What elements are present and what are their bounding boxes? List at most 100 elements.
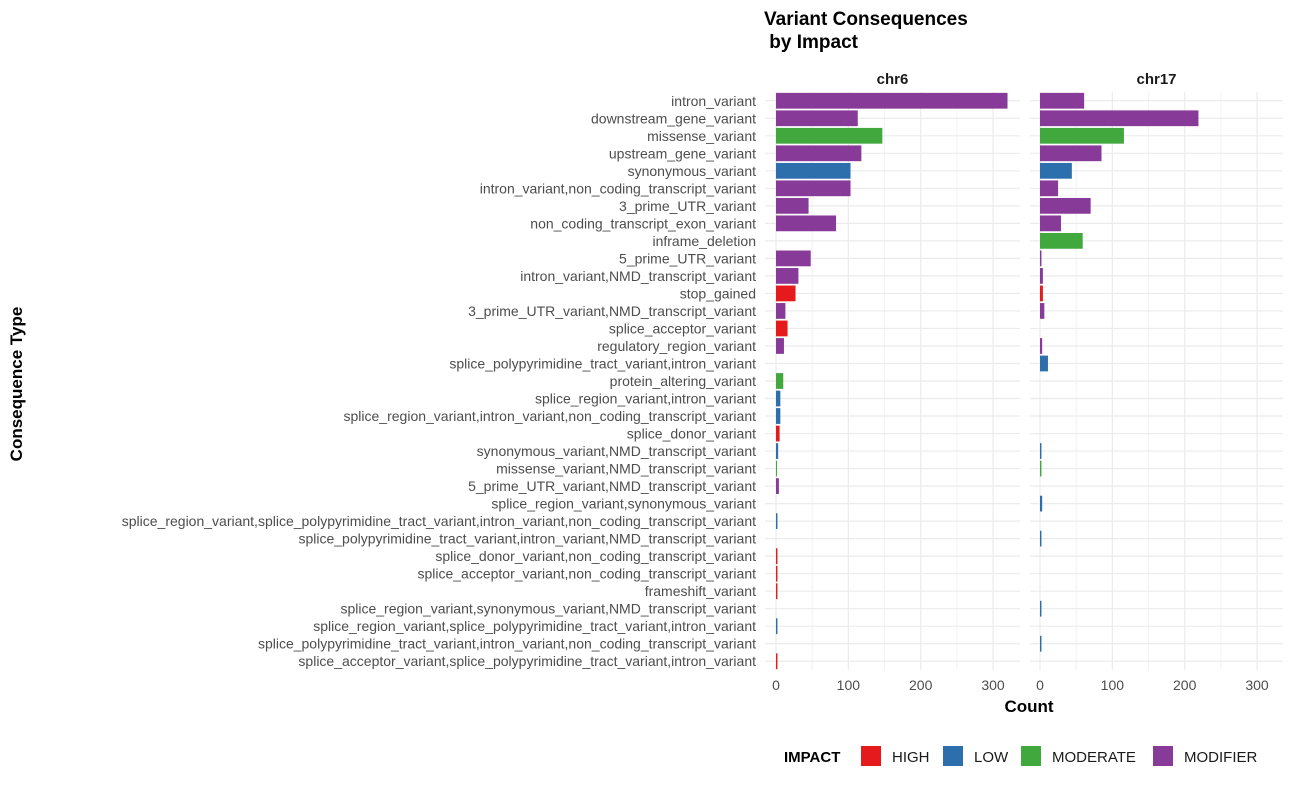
- bar: [776, 373, 784, 389]
- bar: [776, 618, 778, 635]
- y-tick-label: splice_polypyrimidine_tract_variant,intr…: [258, 636, 756, 652]
- bar: [776, 460, 777, 477]
- y-tick-label: 3_prime_UTR_variant: [619, 198, 756, 214]
- bar: [776, 162, 851, 179]
- chart-title-line-1: Variant Consequences: [764, 9, 968, 30]
- y-tick-label: upstream_gene_variant: [609, 145, 756, 161]
- bar: [776, 197, 809, 214]
- panel-chr6: chr6 0 100 200 300: [765, 71, 1020, 693]
- bar: [1040, 355, 1048, 372]
- bar: [1040, 232, 1083, 249]
- bar: [776, 548, 778, 565]
- panel-strip-label: chr6: [877, 71, 909, 88]
- panel-strip-label: chr17: [1136, 71, 1176, 88]
- bar: [1040, 162, 1072, 179]
- bar: [1040, 268, 1043, 284]
- y-tick-label: splice_region_variant,intron_variant: [535, 391, 756, 407]
- y-tick-label: intron_variant,NMD_transcript_variant: [520, 268, 756, 284]
- chart-title-line-2: by Impact: [764, 32, 859, 53]
- bar: [1040, 600, 1042, 617]
- legend: IMPACT HIGH LOW MODERATE MODIFIER: [784, 746, 1257, 766]
- y-tick-label: intron_variant: [671, 93, 756, 109]
- bar: [776, 285, 796, 302]
- x-tick-label: 300: [1245, 677, 1269, 693]
- legend-swatch: [943, 746, 963, 766]
- bar: [1040, 443, 1042, 459]
- bar: [776, 338, 784, 354]
- bar: [776, 303, 786, 319]
- bar: [1040, 285, 1043, 302]
- y-tick-label: splice_polypyrimidine_tract_variant,intr…: [298, 531, 756, 547]
- legend-label: MODIFIER: [1184, 749, 1257, 766]
- legend-title: IMPACT: [784, 749, 840, 766]
- bar: [776, 653, 778, 670]
- bar: [776, 565, 778, 582]
- y-axis-title: Consequence Type: [7, 307, 26, 462]
- y-tick-label: 5_prime_UTR_variant,NMD_transcript_varia…: [468, 478, 756, 494]
- legend-swatch: [1021, 746, 1041, 766]
- bar: [1040, 127, 1124, 144]
- bar: [776, 425, 780, 442]
- bar: [776, 250, 811, 267]
- y-tick-label: synonymous_variant: [628, 163, 757, 179]
- bar: [776, 215, 837, 232]
- legend-label: LOW: [974, 749, 1009, 766]
- x-tick-label: 200: [1173, 677, 1197, 693]
- y-tick-label: splice_acceptor_variant,splice_polypyrim…: [298, 653, 756, 669]
- bar: [776, 145, 862, 162]
- legend-label: HIGH: [892, 749, 930, 766]
- panels: chr6 0 100 200 300 chr17 0 100 200 300: [765, 71, 1283, 693]
- y-tick-label: splice_region_variant,synonymous_variant…: [340, 601, 756, 617]
- bar: [776, 443, 779, 459]
- y-tick-label: splice_region_variant,splice_polypyrimid…: [313, 618, 756, 634]
- bar: [776, 478, 779, 494]
- bar: [1040, 460, 1042, 477]
- y-tick-label: splice_region_variant,splice_polypyrimid…: [122, 513, 756, 529]
- y-tick-label: 3_prime_UTR_variant,NMD_transcript_varia…: [468, 303, 756, 319]
- bar: [1040, 215, 1061, 232]
- y-tick-label: frameshift_variant: [645, 583, 756, 599]
- y-tick-label: protein_altering_variant: [610, 373, 756, 389]
- bar: [776, 320, 788, 337]
- bar: [1040, 110, 1199, 127]
- y-tick-label: missense_variant: [647, 128, 756, 144]
- bar: [1040, 145, 1102, 162]
- x-tick-label: 300: [981, 677, 1005, 693]
- legend-label: MODERATE: [1052, 749, 1136, 766]
- x-tick-label: 100: [1101, 677, 1125, 693]
- bar: [776, 513, 778, 530]
- bar: [776, 268, 799, 284]
- bar: [776, 110, 858, 127]
- bar: [776, 92, 1008, 109]
- y-tick-label: splice_region_variant,synonymous_variant: [491, 496, 756, 512]
- bar: [1040, 92, 1085, 109]
- y-tick-label: missense_variant,NMD_transcript_variant: [496, 461, 756, 477]
- bar: [1040, 338, 1043, 354]
- bar: [776, 408, 781, 424]
- y-tick-label: splice_acceptor_variant: [609, 320, 756, 336]
- bar: [776, 390, 781, 407]
- y-tick-label: regulatory_region_variant: [597, 338, 756, 354]
- legend-swatch: [1153, 746, 1173, 766]
- y-tick-label: synonymous_variant,NMD_transcript_varian…: [477, 443, 756, 459]
- y-tick-label: inframe_deletion: [652, 233, 756, 249]
- y-tick-label: downstream_gene_variant: [591, 110, 756, 126]
- y-tick-label: intron_variant,non_coding_transcript_var…: [480, 180, 756, 196]
- y-tick-label: splice_donor_variant: [627, 426, 756, 442]
- bar: [1040, 530, 1042, 547]
- y-tick-label: 5_prime_UTR_variant: [619, 250, 756, 266]
- bar: [776, 583, 778, 600]
- bar: [776, 127, 883, 144]
- bar: [1040, 495, 1043, 512]
- bar: [1040, 197, 1091, 214]
- legend-swatch: [861, 746, 881, 766]
- x-axis-title: Count: [1004, 697, 1053, 716]
- y-tick-label: splice_region_variant,intron_variant,non…: [344, 408, 757, 424]
- x-tick-label: 100: [837, 677, 861, 693]
- x-tick-label: 200: [909, 677, 933, 693]
- y-tick-label: stop_gained: [680, 285, 756, 301]
- y-tick-label: splice_polypyrimidine_tract_variant,intr…: [449, 355, 756, 371]
- y-tick-label: splice_acceptor_variant,non_coding_trans…: [417, 566, 756, 582]
- category-labels: intron_variantdownstream_gene_variantmis…: [122, 93, 756, 669]
